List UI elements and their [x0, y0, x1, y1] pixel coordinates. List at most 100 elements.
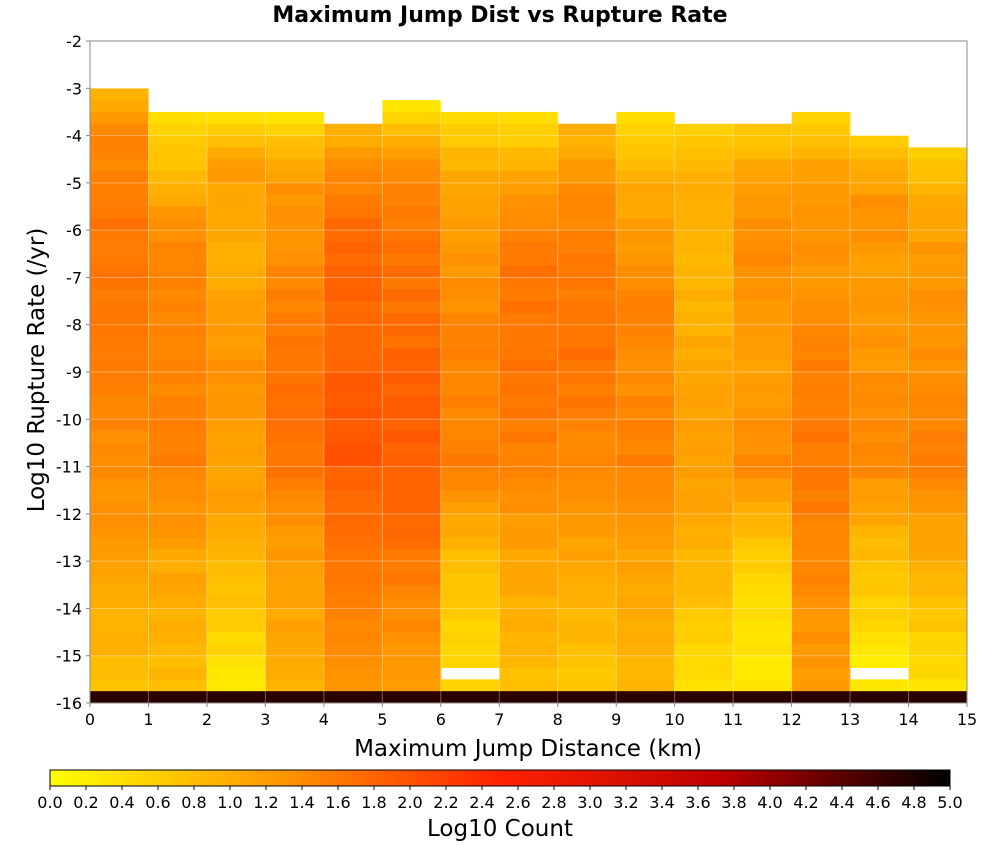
heatmap-cell [499, 123, 559, 137]
heatmap-cell [733, 478, 793, 491]
heatmap-cell [440, 301, 500, 314]
heatmap-cell [148, 549, 208, 562]
heatmap-cell [382, 336, 442, 349]
heatmap-cell [440, 620, 500, 633]
heatmap-cell [440, 135, 500, 148]
heatmap-cell [557, 159, 617, 172]
heatmap-cell [499, 490, 559, 503]
heatmap-cell [382, 348, 442, 361]
heatmap-cell [90, 608, 149, 621]
heatmap-cell [557, 289, 617, 302]
heatmap-cell [440, 490, 500, 503]
heatmap-cell [265, 336, 325, 349]
heatmap-cell [440, 525, 500, 538]
heatmap-cell [616, 111, 676, 125]
heatmap-cell [323, 135, 383, 148]
heatmap-cell [499, 218, 559, 231]
colorbar-tick-label: 2.8 [541, 793, 566, 812]
heatmap-cell [557, 301, 617, 314]
heatmap-cell [90, 324, 149, 338]
heatmap-cell [148, 655, 208, 669]
heatmap-cell [674, 561, 734, 574]
heatmap-cell [791, 454, 851, 468]
heatmap-cell [323, 407, 383, 420]
heatmap-cell [323, 253, 383, 267]
heatmap-cell [908, 667, 968, 680]
heatmap-cell [850, 679, 910, 692]
heatmap-cell [850, 466, 910, 479]
heatmap-cell [733, 419, 793, 432]
x-tick-label: 9 [611, 710, 621, 729]
heatmap-cell [557, 360, 617, 373]
heatmap-cell [850, 572, 910, 586]
colorbar-tick-label: 3.0 [577, 793, 602, 812]
heatmap-cell [908, 407, 968, 420]
y-axis-ticks: -2 -3 -4 -5 -6 -7 -8 -9 -10 -11 -12 -13 -14 -15 -16 [56, 32, 90, 713]
heatmap-cell [850, 372, 910, 385]
heatmap-cell [616, 431, 676, 444]
heatmap-cell [616, 277, 676, 290]
heatmap-cell [265, 383, 325, 397]
heatmap-cell [733, 525, 793, 538]
heatmap-cell [616, 513, 676, 527]
heatmap-cell [382, 171, 442, 184]
heatmap-cell [440, 253, 500, 267]
heatmap-cell [206, 525, 266, 538]
heatmap-cell [791, 147, 851, 160]
heatmap-cell [440, 312, 500, 326]
x-tick-label: 10 [664, 710, 684, 729]
heatmap-cell [90, 383, 149, 397]
heatmap-cell [791, 525, 851, 538]
heatmap-cell [206, 608, 266, 621]
heatmap-cell [440, 537, 500, 550]
heatmap-cell [850, 525, 910, 538]
heatmap-cell [90, 206, 149, 219]
heatmap-cell [323, 549, 383, 562]
heatmap-cell [733, 643, 793, 657]
heatmap-cell [733, 324, 793, 338]
heatmap-cell [674, 336, 734, 349]
heatmap-cell [206, 111, 266, 125]
heatmap-cell [850, 584, 910, 598]
heatmap-cell [733, 289, 793, 302]
heatmap-cell [733, 513, 793, 527]
heatmap-cell [791, 301, 851, 314]
heatmap-cell [206, 584, 266, 598]
heatmap-cell [616, 632, 676, 645]
heatmap-cell [616, 336, 676, 349]
heatmap-cell [674, 419, 734, 432]
colorbar-tick-label: 0.2 [73, 793, 98, 812]
heatmap-cell [674, 584, 734, 598]
heatmap-cell [850, 632, 910, 645]
heatmap-cell [908, 419, 968, 432]
heatmap-cell [733, 182, 793, 196]
heatmap-cell [440, 336, 500, 349]
heatmap-cell [265, 454, 325, 468]
heatmap-cell [323, 348, 383, 361]
heatmap-cell [557, 632, 617, 645]
colorbar-tick-label: 0.6 [145, 793, 170, 812]
heatmap-cell [850, 265, 910, 278]
heatmap-cell [674, 643, 734, 657]
heatmap-cell [323, 194, 383, 207]
heatmap-cell [791, 395, 851, 408]
heatmap-cell [616, 360, 676, 373]
heatmap-cell [557, 230, 617, 243]
heatmap-cell [850, 253, 910, 267]
heatmap-cell [733, 241, 793, 255]
heatmap-cell [733, 549, 793, 562]
y-axis-label: Log10 Rupture Rate (/yr) [24, 228, 50, 513]
heatmap-cell [908, 454, 968, 468]
heatmap-cell [908, 655, 968, 669]
heatmap-cell [382, 159, 442, 172]
heatmap-cell [440, 407, 500, 420]
heatmap-cell [674, 513, 734, 527]
heatmap-cell [206, 194, 266, 207]
heatmap-cell [90, 679, 149, 692]
heatmap-cell [148, 194, 208, 207]
heatmap-cell [265, 159, 325, 172]
heatmap-cell [90, 111, 149, 125]
heatmap-cell [382, 407, 442, 420]
heatmap-cell [90, 407, 149, 420]
x-tick-label: 14 [898, 710, 918, 729]
